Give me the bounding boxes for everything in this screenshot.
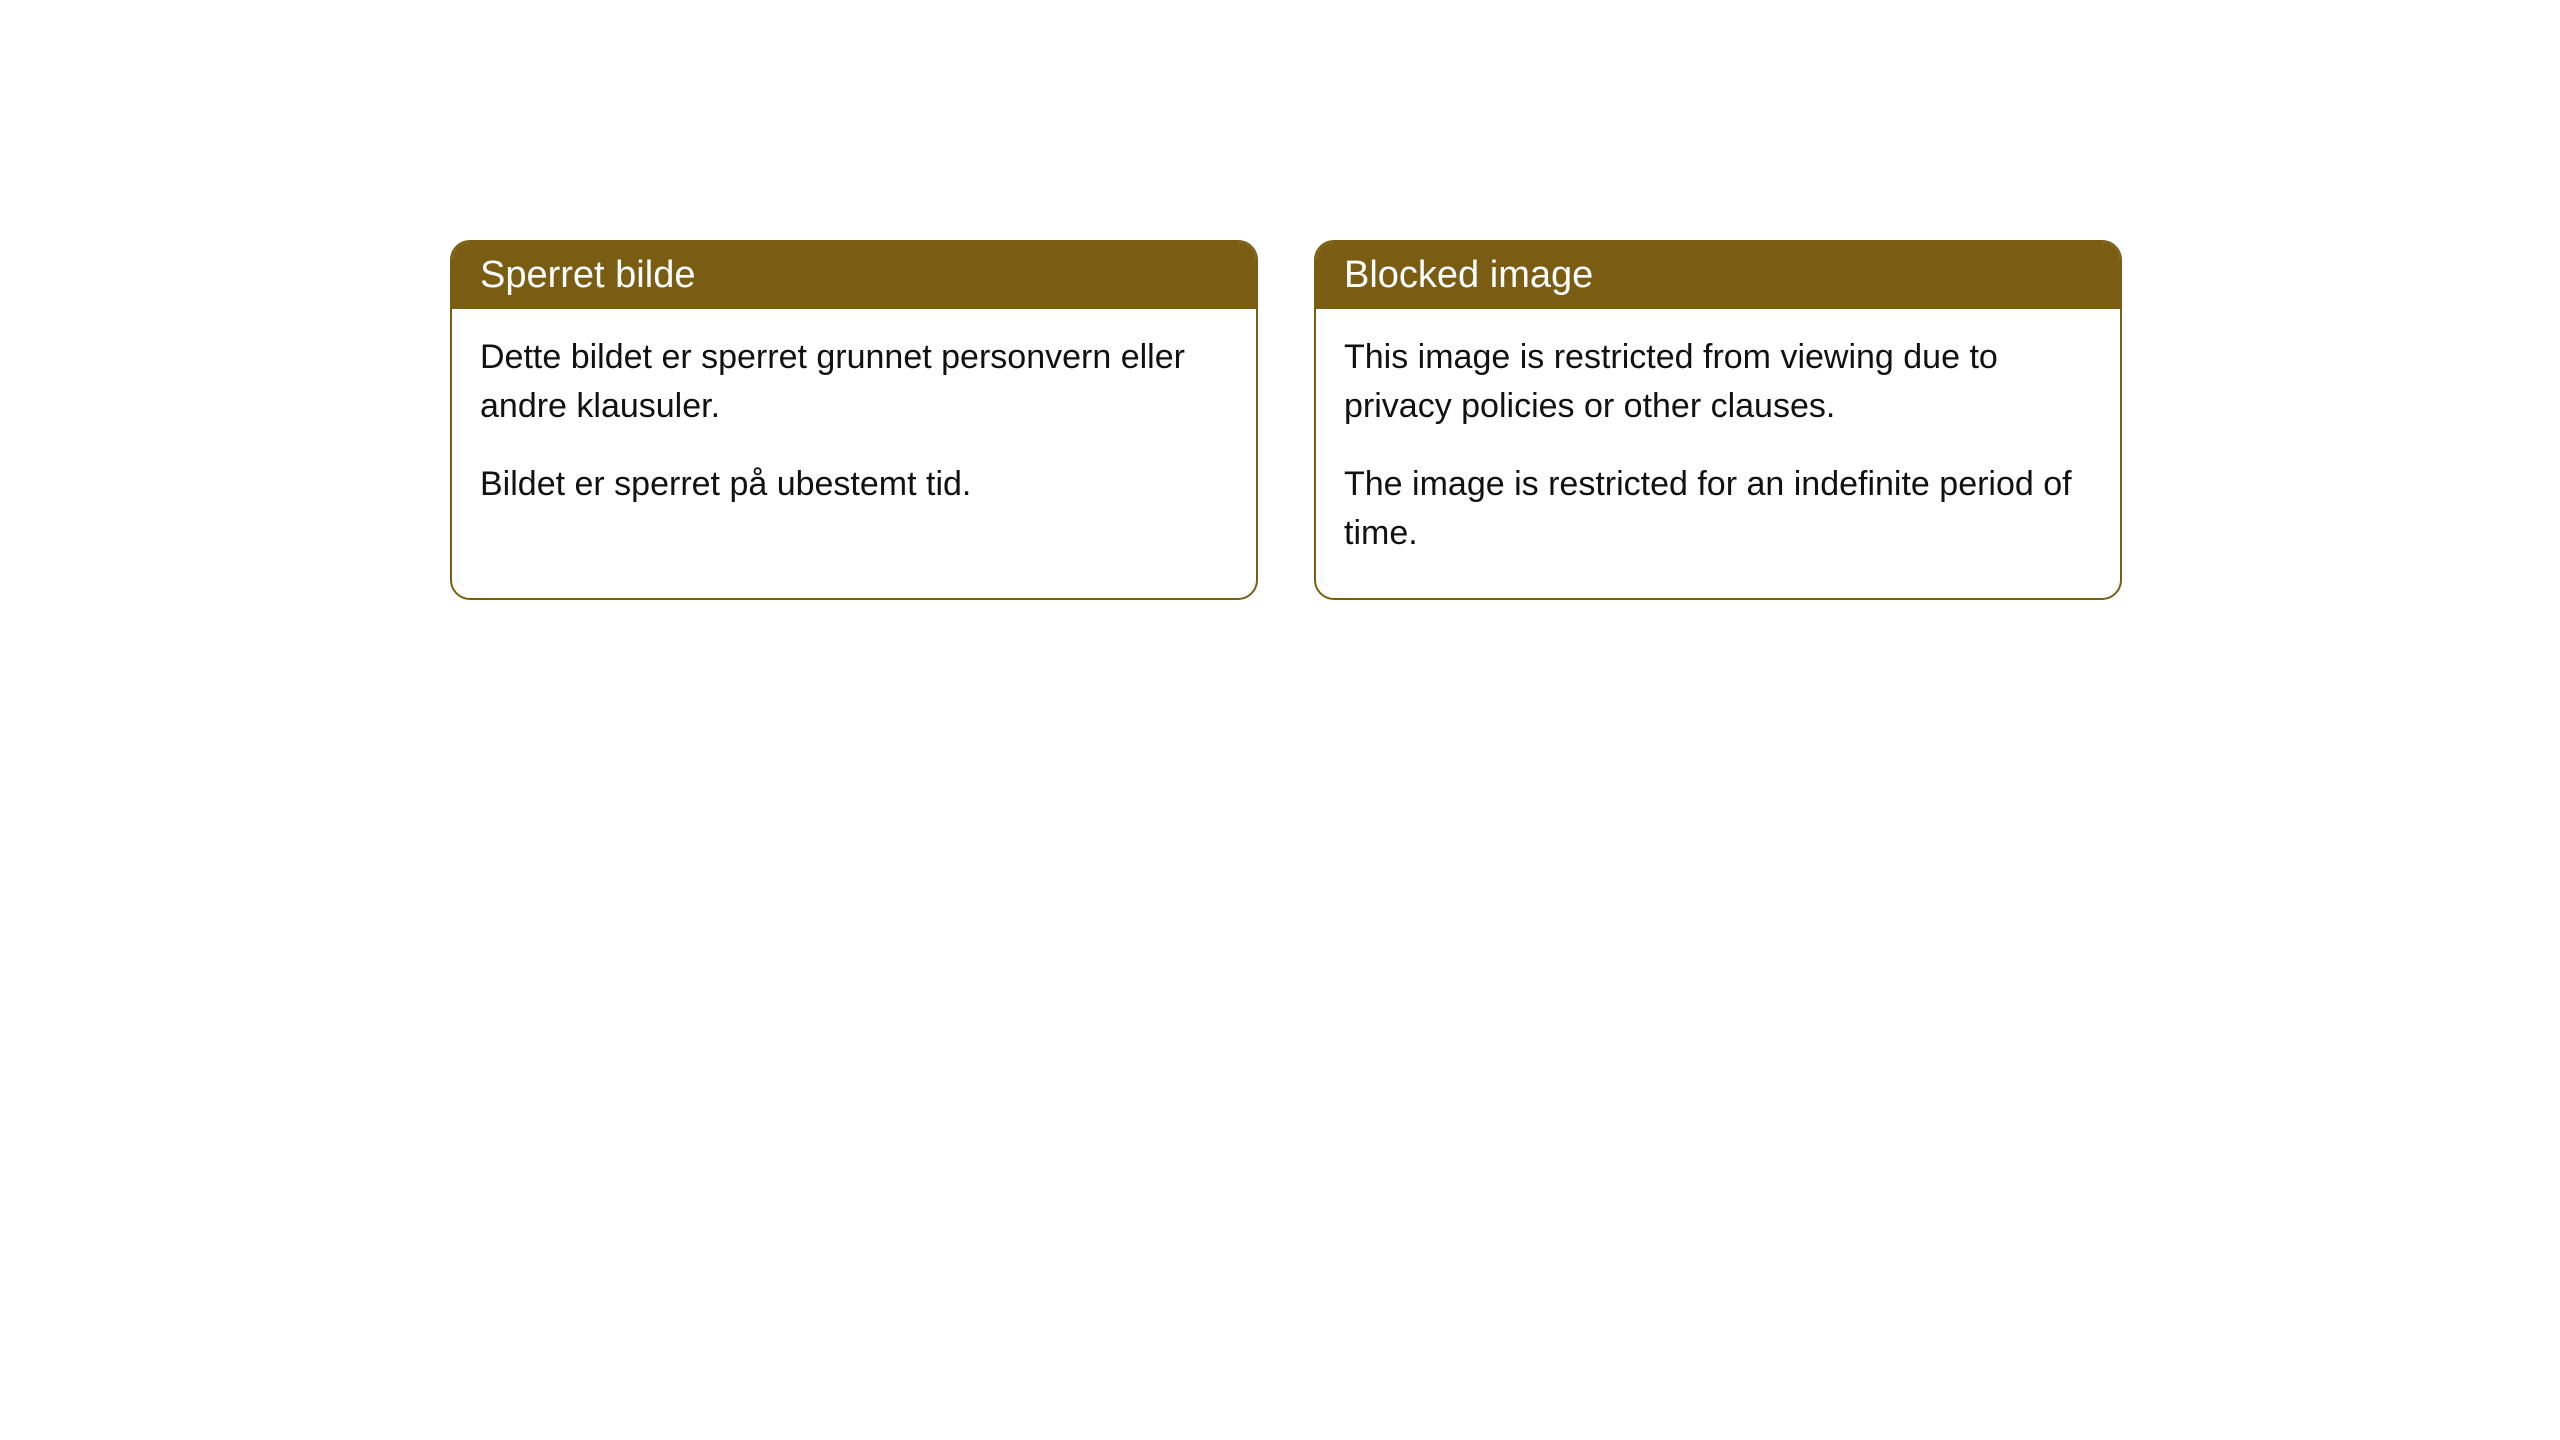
card-paragraph: Dette bildet er sperret grunnet personve… [480, 333, 1228, 432]
card-header: Sperret bilde [452, 242, 1256, 309]
card-header: Blocked image [1316, 242, 2120, 309]
card-body: Dette bildet er sperret grunnet personve… [452, 309, 1256, 549]
card-paragraph: Bildet er sperret på ubestemt tid. [480, 460, 1228, 509]
card-title: Blocked image [1344, 254, 1593, 296]
notice-container: Sperret bilde Dette bildet er sperret gr… [450, 240, 2122, 600]
card-paragraph: The image is restricted for an indefinit… [1344, 460, 2092, 559]
notice-card-english: Blocked image This image is restricted f… [1314, 240, 2122, 600]
notice-card-norwegian: Sperret bilde Dette bildet er sperret gr… [450, 240, 1258, 600]
card-title: Sperret bilde [480, 254, 695, 296]
card-body: This image is restricted from viewing du… [1316, 309, 2120, 598]
card-paragraph: This image is restricted from viewing du… [1344, 333, 2092, 432]
